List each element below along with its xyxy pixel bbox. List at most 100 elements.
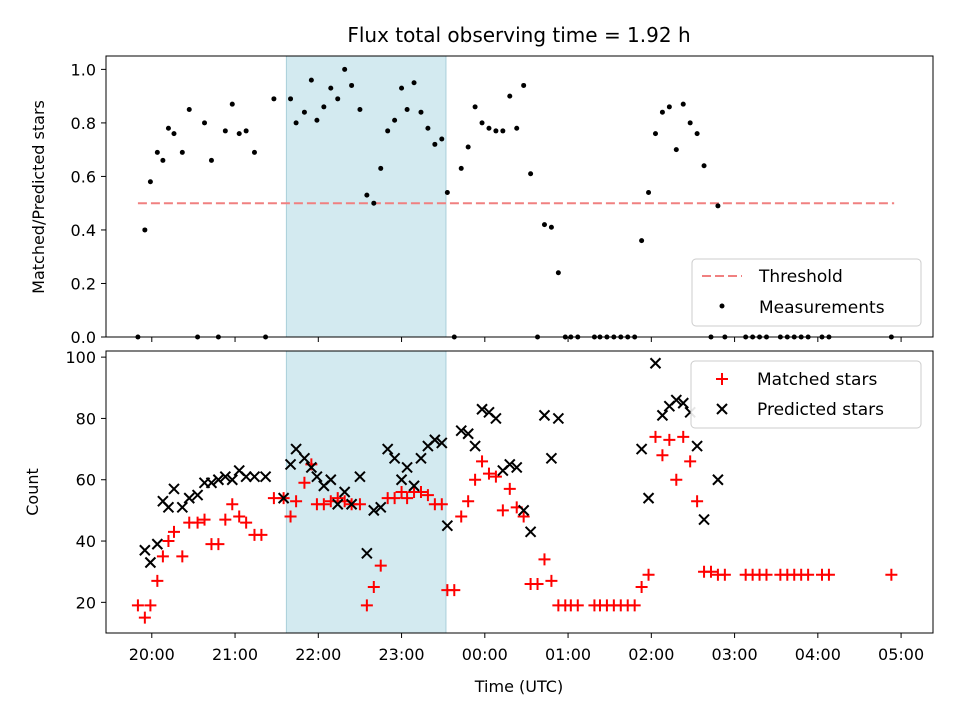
matched-star-point: [191, 516, 204, 529]
predicted-star-point: [670, 394, 683, 406]
matched-star-point: [395, 486, 408, 498]
matched-star-point: [684, 455, 697, 468]
matched-star-point: [656, 449, 669, 462]
matched-star-point: [240, 516, 253, 529]
predicted-star-point: [401, 461, 413, 474]
bottom-ytick-label: 40: [76, 532, 96, 551]
measurement-point: [243, 128, 249, 134]
bottom-xtick-label: 02:00: [628, 645, 674, 664]
measurement-point: [147, 179, 153, 185]
measurement-point: [165, 125, 171, 131]
bottom-ytick-label: 100: [65, 348, 96, 367]
matched-star-point: [219, 513, 232, 526]
predicted-star-point: [305, 461, 318, 474]
top-ylabel: Matched/Predicted stars: [29, 100, 48, 294]
matched-star-point: [317, 498, 330, 511]
predicted-star-point: [455, 424, 467, 437]
matched-star-point: [226, 498, 239, 511]
measurement-point: [432, 141, 438, 147]
measurement-point: [687, 120, 693, 126]
legend-matched-swatch: [716, 373, 728, 385]
matched-star-point: [198, 513, 211, 526]
predicted-star-point: [354, 470, 366, 483]
measurement-point: [308, 77, 314, 83]
measurement-point: [357, 107, 363, 113]
measurement-point: [160, 157, 166, 163]
matched-star-point: [503, 482, 516, 495]
measurement-point: [142, 227, 148, 233]
predicted-star-point: [176, 501, 189, 514]
measurement-point: [646, 189, 652, 195]
measurement-point: [399, 85, 405, 91]
bottom-xtick-label: 22:00: [295, 645, 341, 664]
matched-star-point: [571, 599, 584, 612]
measurement-point: [222, 128, 228, 134]
matched-star-point: [704, 565, 717, 578]
measurement-point: [179, 149, 185, 155]
predicted-star-point: [151, 538, 164, 550]
predicted-star-point: [429, 434, 441, 446]
measurement-point: [548, 224, 554, 230]
matched-star-point: [448, 584, 461, 597]
matched-star-point: [649, 430, 662, 443]
matched-star-point: [663, 433, 676, 446]
matched-star-point: [156, 550, 169, 563]
legend-predicted-swatch: [716, 403, 728, 415]
matched-star-point: [462, 495, 475, 508]
measurement-point: [479, 120, 485, 126]
top-chart-title: Flux total observing time = 1.92 h: [347, 23, 690, 47]
predicted-star-point: [205, 477, 218, 489]
predicted-star-point: [219, 470, 232, 483]
measurement-point: [507, 93, 513, 99]
measurement-point: [186, 107, 192, 113]
measurement-point: [444, 189, 450, 195]
top-ytick-label: 0.0: [71, 328, 96, 347]
predicted-star-point: [677, 397, 689, 409]
measurement-point: [251, 149, 257, 155]
bottom-ylabel: Count: [23, 468, 42, 516]
measurement-point: [458, 165, 464, 171]
matched-star-point: [802, 568, 815, 581]
measurement-point: [521, 82, 527, 88]
matched-star-point: [531, 577, 544, 590]
bottom-xlabel: Time (UTC): [474, 677, 563, 696]
predicted-star-point: [441, 520, 454, 532]
legend-threshold-label: Threshold: [758, 267, 843, 287]
bottom-xtick-label: 21:00: [212, 645, 258, 664]
predicted-star-point: [338, 486, 351, 498]
matched-star-point: [331, 492, 344, 505]
measurement-point: [293, 120, 299, 126]
matched-star-point: [822, 568, 835, 581]
measurement-point: [666, 104, 672, 110]
measurement-point: [229, 101, 235, 107]
matched-star-point: [421, 489, 434, 502]
matched-star-point: [144, 599, 157, 612]
measurement-point: [154, 149, 160, 155]
measurement-point: [541, 222, 547, 228]
predicted-star-point: [545, 452, 558, 464]
matched-star-point: [401, 492, 414, 505]
measurement-point: [208, 157, 214, 163]
measurement-point: [472, 104, 478, 110]
top-ytick-label: 1.0: [71, 60, 96, 79]
measurement-point: [639, 238, 645, 244]
matched-star-point: [496, 504, 509, 517]
matched-star-point: [298, 476, 311, 489]
matched-star-point: [162, 535, 175, 548]
matched-star-point: [131, 599, 144, 612]
bottom-legend-box: [690, 360, 922, 429]
matched-star-point: [517, 510, 530, 523]
predicted-star-point: [368, 504, 380, 517]
matched-star-point: [414, 486, 427, 498]
matched-star-point: [718, 568, 731, 581]
matched-star-point: [284, 510, 297, 523]
predicted-star-point: [226, 474, 238, 486]
predicted-star-point: [504, 458, 516, 471]
predicted-star-point: [248, 470, 261, 483]
predicted-star-point: [191, 489, 204, 501]
predicted-star-point: [298, 452, 311, 464]
predicted-star-point: [395, 474, 408, 486]
predicted-star-point: [168, 483, 180, 495]
predicted-star-point: [649, 357, 662, 369]
top-tick-layer: 0.0 0.2 0.4 0.6 0.8 1.0: [71, 60, 902, 347]
